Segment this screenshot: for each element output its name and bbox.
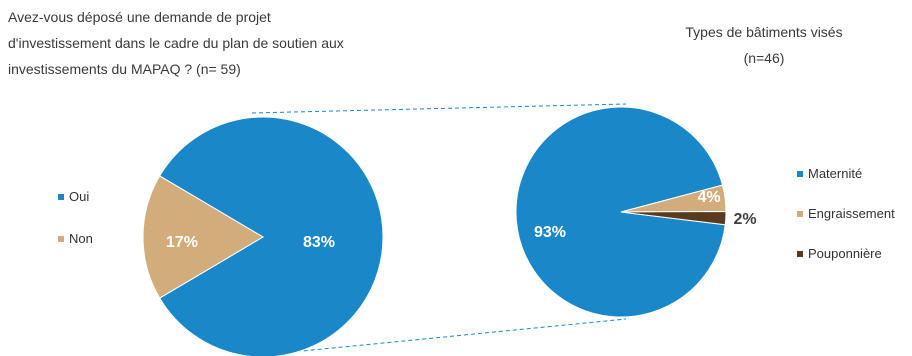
left-chart-title: Avez-vous déposé une demande de projet d… [8, 9, 344, 77]
left-legend: Oui Non [58, 189, 93, 246]
pie-slice-oui [159, 116, 384, 356]
legend-swatch-engraissement [797, 211, 803, 217]
legend-swatch-non [58, 236, 64, 242]
legend-label-maternite: Maternité [808, 166, 862, 181]
pie-slice-maternite [515, 106, 726, 318]
legend-swatch-maternite [797, 171, 803, 177]
left-title-line-3: investissements du MAPAQ ? (n= 59) [8, 61, 241, 77]
connector-line-top [251, 103, 627, 114]
data-label-engraissement: 4% [697, 189, 720, 206]
data-label-non: 17% [166, 234, 198, 251]
data-label-maternite: 93% [534, 224, 566, 241]
right-chart-title: Types de bâtiments visés (n=46) [685, 24, 842, 66]
left-title-line-1: Avez-vous déposé une demande de projet [8, 9, 271, 25]
legend-label-oui: Oui [69, 189, 89, 204]
legend-label-pouponniere: Pouponnière [808, 246, 882, 261]
right-title-line-2: (n=46) [744, 50, 785, 66]
right-pie: 93% 4% 2% [515, 106, 757, 318]
left-title-line-2: d'investissement dans le cadre du plan d… [8, 35, 344, 51]
legend-label-engraissement: Engraissement [808, 206, 895, 221]
legend-swatch-pouponniere [797, 251, 803, 257]
left-pie: 83% 17% [142, 116, 384, 356]
right-title-line-1: Types de bâtiments visés [685, 24, 842, 40]
data-label-oui: 83% [303, 234, 335, 251]
pie-slice-pouponniere [620, 210, 727, 226]
pie-slice-non [142, 175, 264, 299]
right-legend: Maternité Engraissement Pouponnière [797, 166, 895, 261]
legend-swatch-oui [58, 194, 64, 200]
connector-line-bottom [261, 318, 627, 356]
legend-label-non: Non [69, 231, 93, 246]
data-label-pouponniere: 2% [733, 211, 756, 228]
